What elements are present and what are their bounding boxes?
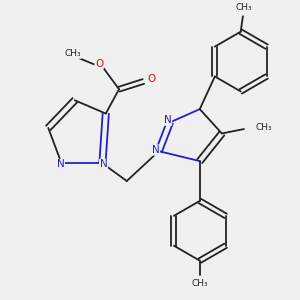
Text: N: N — [164, 115, 172, 125]
Text: CH₃: CH₃ — [191, 279, 208, 288]
Text: N: N — [152, 145, 159, 155]
Text: O: O — [147, 74, 155, 84]
Text: CH₃: CH₃ — [255, 123, 272, 132]
Text: N: N — [100, 159, 107, 170]
Text: O: O — [95, 59, 103, 69]
Text: N: N — [56, 159, 64, 170]
Text: CH₃: CH₃ — [64, 49, 81, 58]
Text: CH₃: CH₃ — [236, 3, 252, 12]
